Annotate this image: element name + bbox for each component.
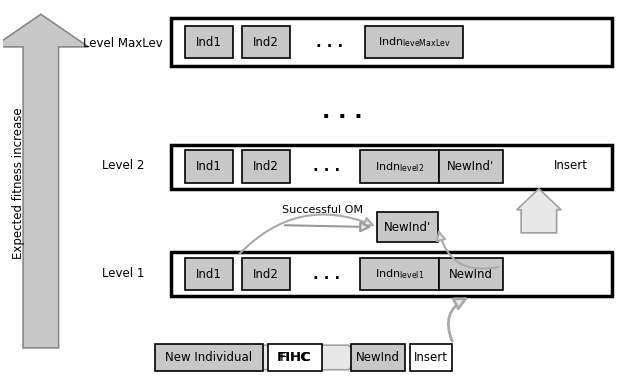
Polygon shape [516, 189, 561, 233]
Text: FIHC: FIHC [280, 351, 310, 364]
Bar [171, 18, 612, 66]
Text: NewInd': NewInd' [447, 160, 495, 173]
Text: $\mathregular{Indn_{level1}}$: $\mathregular{Indn_{level1}}$ [374, 267, 424, 281]
Text: $\mathregular{Indn_{level2}}$: $\mathregular{Indn_{level2}}$ [374, 160, 424, 173]
Bar [351, 343, 405, 371]
Text: FIHC: FIHC [277, 351, 312, 364]
Bar [365, 26, 463, 58]
Text: Insert: Insert [414, 351, 448, 364]
Bar [360, 151, 439, 183]
Bar [185, 258, 233, 290]
Text: Ind1: Ind1 [196, 35, 222, 49]
Bar [243, 151, 290, 183]
FancyArrowPatch shape [437, 232, 498, 269]
Text: NewInd: NewInd [356, 351, 401, 364]
Text: Expected fitness increase: Expected fitness increase [12, 107, 25, 259]
Text: Ind2: Ind2 [253, 35, 279, 49]
Bar [378, 212, 438, 242]
Polygon shape [0, 14, 88, 348]
Text: NewInd: NewInd [449, 268, 493, 280]
Bar [155, 343, 263, 371]
Text: . . .: . . . [322, 102, 362, 122]
Text: Ind2: Ind2 [253, 160, 279, 173]
Text: . . .: . . . [313, 159, 340, 174]
FancyArrowPatch shape [239, 214, 372, 254]
Text: . . .: . . . [316, 35, 343, 49]
Text: Ind1: Ind1 [196, 268, 222, 280]
Text: Level MaxLev: Level MaxLev [83, 37, 163, 49]
Bar [268, 343, 321, 371]
Polygon shape [260, 345, 361, 370]
Bar [243, 258, 290, 290]
Text: Level 1: Level 1 [102, 266, 145, 280]
Bar [243, 26, 290, 58]
Text: Ind2: Ind2 [253, 268, 279, 280]
Bar [360, 258, 439, 290]
Text: NewInd': NewInd' [384, 221, 431, 233]
Bar [185, 151, 233, 183]
Bar [439, 151, 502, 183]
Bar [439, 258, 502, 290]
Text: Successful OM: Successful OM [282, 205, 363, 215]
Text: Ind1: Ind1 [196, 160, 222, 173]
Text: Insert: Insert [554, 159, 588, 172]
Text: New Individual: New Individual [165, 351, 253, 364]
Text: Level 2: Level 2 [102, 159, 145, 172]
Bar [171, 252, 612, 296]
Bar [410, 343, 452, 371]
Text: . . .: . . . [313, 266, 340, 282]
Bar [171, 145, 612, 189]
Text: $\mathregular{Indn_{leveMaxLev}}$: $\mathregular{Indn_{leveMaxLev}}$ [378, 35, 450, 49]
Bar [185, 26, 233, 58]
